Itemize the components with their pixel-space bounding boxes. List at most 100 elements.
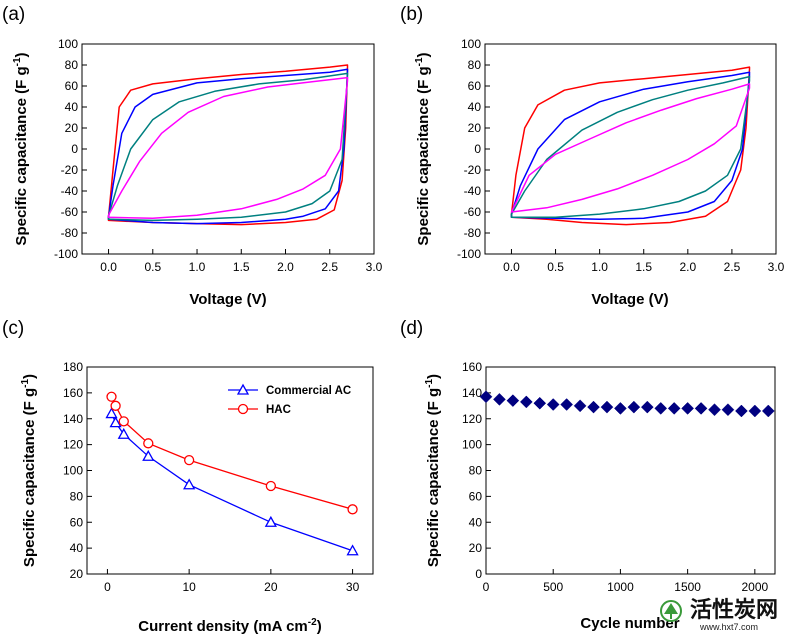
- panel-b-cv-curves: (b) -100 -80 -60 -40 -20 0 20 40 60 80 100 0.0 0.5 1.0…: [400, 4, 785, 308]
- y-tick-label: 140: [462, 386, 482, 400]
- x-tick-label: 2.5: [321, 260, 338, 274]
- watermark-chinese-text: 活性炭网: [690, 597, 778, 623]
- y-axis-label: Specific capacitance (F g-1): [12, 52, 30, 245]
- x-tick-label: 0: [483, 580, 490, 594]
- cv-loop-3: [510, 75, 751, 219]
- data-point-diamond: [640, 400, 654, 414]
- data-point-triangle: [117, 427, 130, 439]
- legend-marker-circle: [237, 403, 249, 415]
- data-point-diamond: [519, 395, 533, 409]
- y-tick-label: 180: [63, 360, 83, 374]
- data-point-diamond: [479, 390, 493, 404]
- data-point-diamond: [721, 403, 735, 417]
- y-tick-label: 40: [468, 100, 482, 114]
- y-tick-label: -80: [61, 226, 79, 240]
- y-tick-label: 100: [58, 37, 78, 51]
- y-tick-label: -40: [464, 184, 482, 198]
- panel-a-cv-curves: (a) -100 -80 -60 -40 -20 0 20 40 60 80 100 0.0 0.5 1.0…: [2, 4, 383, 308]
- y-tick-label: -40: [61, 184, 79, 198]
- x-axis-label: Current density (mA cm-2): [138, 617, 321, 635]
- y-tick-label: 120: [63, 438, 83, 452]
- legend-label: Commercial AC: [266, 385, 351, 397]
- data-point-diamond: [761, 404, 775, 418]
- data-point-diamond: [681, 402, 694, 415]
- y-axis-label: Specific capacitance (F g-1): [424, 374, 442, 567]
- data-point-diamond: [546, 398, 560, 411]
- y-tick-label: -80: [464, 226, 482, 240]
- cv-loop-2: [510, 71, 751, 221]
- y-tick-label: -100: [457, 247, 481, 261]
- y-tick-label: 80: [65, 58, 79, 72]
- data-point-diamond: [654, 402, 668, 415]
- x-tick-label: 500: [543, 580, 563, 594]
- x-tick-label: 0.0: [503, 260, 520, 274]
- data-point-diamond: [493, 392, 506, 406]
- cv-loop-4: [107, 76, 349, 220]
- data-point-diamond: [573, 399, 587, 413]
- cv-loop-3: [107, 72, 349, 222]
- y-axis-label: Specific capacitance (F g-1): [414, 52, 432, 245]
- cv-loop-2: [107, 68, 349, 225]
- y-axis-label: Specific capacitance (F g-1): [20, 374, 38, 567]
- y-tick-label: 80: [469, 464, 483, 478]
- data-point-triangle: [346, 544, 359, 556]
- x-tick-label: 1.0: [591, 260, 608, 274]
- data-point-triangle: [105, 407, 118, 419]
- data-point-circle: [106, 391, 117, 402]
- data-point-triangle: [109, 416, 122, 428]
- data-point-triangle: [142, 449, 155, 461]
- x-tick-label: 0.5: [144, 260, 161, 274]
- panel-label: (c): [2, 318, 24, 339]
- data-point-diamond: [708, 403, 721, 417]
- data-point-triangle: [183, 478, 196, 490]
- tree-logo-icon: [660, 600, 682, 622]
- panel-label: (a): [2, 4, 25, 25]
- panel-label: (b): [400, 4, 423, 25]
- x-tick-label: 2000: [741, 580, 768, 594]
- x-tick-label: 30: [346, 580, 360, 594]
- y-tick-label: 60: [65, 79, 79, 93]
- y-tick-label: 20: [468, 121, 482, 135]
- data-point-circle: [110, 400, 121, 411]
- x-tick-label: 2.5: [724, 260, 741, 274]
- data-point-diamond: [694, 402, 708, 415]
- y-tick-label: 40: [469, 515, 483, 529]
- y-tick-label: -20: [61, 163, 79, 177]
- x-tick-label: 2.0: [277, 260, 294, 274]
- y-tick-label: 20: [70, 567, 84, 581]
- y-tick-label: 0: [475, 567, 482, 581]
- x-tick-label: 10: [182, 580, 196, 594]
- data-point-triangle: [264, 515, 277, 527]
- data-point-diamond: [587, 400, 600, 414]
- y-tick-label: 100: [63, 464, 83, 478]
- y-tick-label: 80: [468, 58, 482, 72]
- x-tick-label: 1000: [607, 580, 634, 594]
- legend-marker-triangle: [236, 383, 250, 395]
- x-axis-label: Voltage (V): [591, 291, 668, 308]
- data-point-diamond: [600, 400, 614, 414]
- series-line-1: [110, 413, 353, 552]
- panel-d-cycling-stability: (d) 0 20 40 60 80 100 120 140 160 0 500 1000 1500 2000…: [400, 318, 776, 632]
- x-tick-label: 1500: [674, 580, 701, 594]
- y-tick-label: -60: [464, 205, 482, 219]
- y-tick-label: 140: [63, 412, 83, 426]
- legend-label: HAC: [266, 404, 291, 416]
- y-tick-label: 40: [65, 100, 79, 114]
- panel-c-rate-capability: (c) 20 40 60 80 100 120 140 160 180 0 10 20 30 Current…: [2, 318, 374, 635]
- y-tick-label: -60: [61, 205, 79, 219]
- watermark-url: www.hxt7.com: [699, 622, 758, 632]
- y-tick-label: 40: [70, 541, 84, 555]
- data-point-diamond: [614, 402, 627, 415]
- x-tick-label: 20: [264, 580, 278, 594]
- x-tick-label: 0: [104, 580, 111, 594]
- data-point-diamond: [627, 400, 641, 414]
- y-tick-label: 160: [462, 360, 482, 374]
- data-point-circle: [118, 416, 129, 427]
- x-tick-label: 3.0: [366, 260, 383, 274]
- data-point-diamond: [735, 404, 748, 418]
- data-point-diamond: [748, 404, 762, 418]
- data-point-diamond: [533, 396, 547, 410]
- y-tick-label: 120: [462, 412, 482, 426]
- y-tick-label: 160: [63, 386, 83, 400]
